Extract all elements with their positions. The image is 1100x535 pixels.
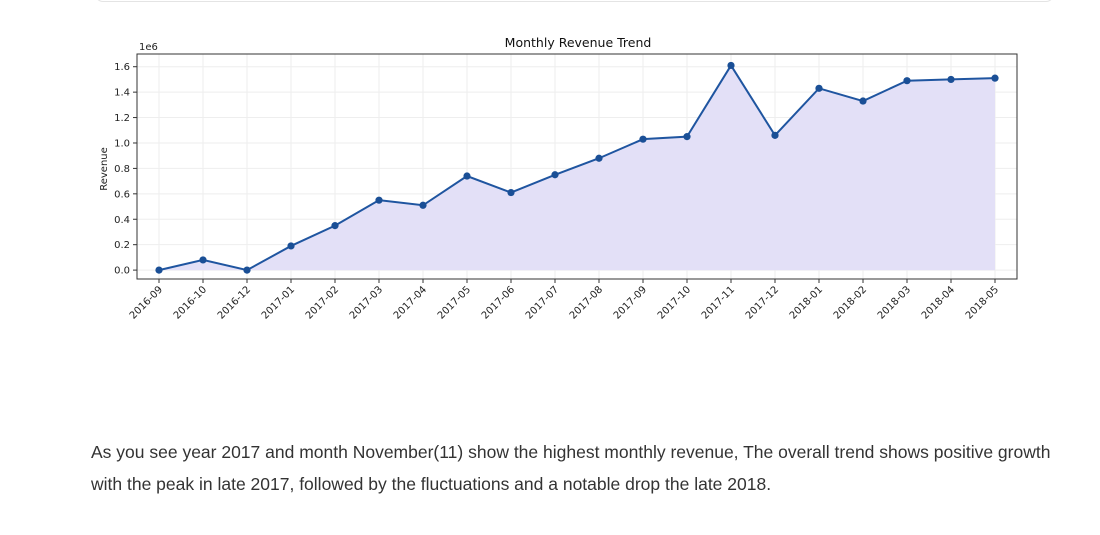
data-point-2017-07 [551, 171, 559, 179]
y-tick-label: 1.4 [114, 88, 130, 99]
analysis-caption: As you see year 2017 and month November(… [91, 442, 1051, 494]
data-point-2017-04 [419, 201, 427, 209]
data-point-2017-11 [727, 61, 735, 70]
data-point-2018-03 [903, 77, 911, 85]
plot-frame [136, 53, 1018, 280]
x-tick-label: 2017-10 [656, 284, 693, 321]
y-tick-label: 0.0 [114, 266, 130, 277]
x-tick-label: 2018-02 [832, 284, 869, 321]
chart-title: Monthly Revenue Trend [505, 35, 652, 50]
y-tick-label: 0.2 [114, 240, 130, 251]
x-tick-label: 2017-02 [304, 284, 341, 321]
data-point-2017-05 [463, 172, 471, 180]
y-tick-label: 1.6 [114, 62, 130, 73]
data-point-2016-09 [155, 266, 163, 274]
x-tick-label: 2018-04 [920, 284, 957, 321]
x-tick-label: 2018-03 [876, 284, 913, 321]
x-tick-label: 2016-12 [216, 284, 253, 321]
data-point-2017-03 [375, 196, 383, 204]
x-tick-label: 2016-10 [172, 284, 209, 321]
x-tick-label: 2017-07 [524, 284, 561, 321]
revenue-chart: Monthly Revenue Trend 1e6 Revenue 0.0 0.2… [99, 35, 1018, 322]
x-tick-label: 2017-11 [700, 284, 737, 321]
x-tick-label: 2017-04 [392, 284, 429, 321]
data-point-2016-10 [199, 256, 207, 264]
area-fill [159, 65, 995, 271]
y-tick-label: 1.0 [114, 138, 130, 149]
series-line [158, 63, 996, 272]
y-tick-label: 0.6 [114, 189, 130, 200]
data-point-2016-12 [243, 266, 251, 274]
data-point-2017-08 [595, 154, 603, 162]
data-point-2017-02 [331, 222, 339, 230]
x-tick-label: 2018-05 [964, 284, 1001, 321]
x-tick-label: 2017-08 [568, 284, 605, 321]
data-point-2018-01 [815, 84, 823, 92]
x-tick-label: 2017-12 [744, 284, 781, 321]
y-scale-label: 1e6 [139, 42, 158, 53]
data-point-2018-02 [859, 97, 867, 105]
y-tick-label: 1.2 [114, 113, 130, 124]
x-tick-label: 2017-09 [612, 284, 649, 321]
y-tick-label: 0.8 [114, 164, 130, 175]
data-point-2017-09 [639, 135, 647, 143]
x-axis-ticks: 2016-09 2016-10 2016-12 2017-01 2017-02 2017-… [128, 279, 1001, 322]
y-axis-label: Revenue [99, 147, 110, 191]
x-tick-label: 2017-05 [436, 284, 473, 321]
y-tick-label: 0.4 [114, 215, 130, 226]
data-point-2018-04 [947, 75, 955, 84]
x-tick-label: 2017-01 [260, 284, 297, 321]
data-point-2017-06 [507, 188, 515, 197]
y-axis-ticks: 0.0 0.2 0.4 0.6 0.8 1.0 1.2 1.4 1.6 [114, 62, 137, 277]
data-points [155, 61, 999, 274]
data-point-2017-01 [287, 242, 295, 250]
data-point-2017-12 [771, 131, 779, 139]
x-tick-label: 2018-01 [788, 284, 825, 321]
data-point-2017-10 [683, 133, 691, 141]
x-tick-label: 2016-09 [128, 284, 165, 321]
data-point-2018-05 [991, 74, 999, 82]
x-tick-label: 2017-03 [348, 284, 385, 321]
x-tick-label: 2017-06 [480, 284, 517, 321]
